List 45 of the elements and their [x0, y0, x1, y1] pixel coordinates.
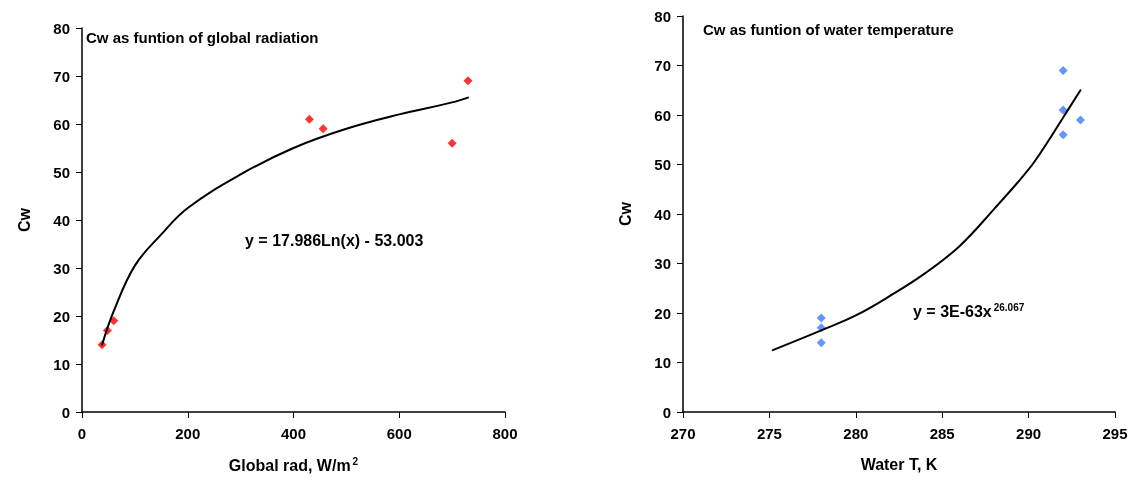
point [1075, 115, 1085, 125]
x-tick-label: 200 [175, 425, 201, 442]
chart-title: Cw as funtion of water temperature [703, 21, 954, 38]
x-tick-label: 280 [843, 425, 869, 442]
point [1058, 130, 1068, 140]
y-tick-label: 40 [53, 211, 70, 229]
x-tick-label: 295 [1102, 425, 1128, 442]
y-tick-label: 80 [53, 19, 70, 37]
y-tick-label: 80 [654, 7, 671, 25]
x-axis-title: Water T, K [860, 455, 938, 473]
x-tick-label: 400 [280, 425, 307, 442]
y-tick-label: 10 [53, 355, 70, 373]
line-series [771, 89, 1082, 352]
y-tick-label: 20 [654, 304, 671, 322]
x-tick-label: 285 [929, 425, 955, 442]
x-tick-label: 600 [386, 425, 412, 442]
y-tick-label: 70 [654, 57, 671, 74]
point [304, 114, 314, 124]
x-tick-label: 275 [756, 425, 782, 442]
y-tick-label: 60 [654, 106, 671, 124]
point [447, 138, 457, 148]
annotation: y = 17.986Ln(x) - 53.003 [245, 231, 424, 249]
y-tick-label: 30 [654, 255, 671, 272]
y-tick-label: 50 [654, 156, 671, 173]
x-tick-label: 800 [492, 425, 518, 442]
point [1058, 65, 1068, 75]
y-tick-label: 0 [662, 403, 671, 421]
point [816, 338, 826, 348]
x-tick-label: 0 [77, 425, 87, 442]
y-tick-label: 10 [654, 354, 671, 371]
x-tick-label: 270 [670, 425, 696, 442]
y-tick-label: 70 [53, 67, 70, 85]
y-tick-label: 50 [53, 163, 70, 181]
y-tick-label: 60 [53, 115, 70, 133]
y-axis-title: Cw [616, 201, 634, 226]
point [318, 124, 328, 134]
point [463, 76, 473, 86]
y-tick-label: 20 [53, 307, 70, 325]
x-tick-label: 290 [1016, 425, 1042, 442]
y-tick-label: 40 [654, 205, 671, 223]
chart-title: Cw as funtion of global radiation [86, 29, 319, 46]
point [816, 313, 826, 323]
y-tick-label: 0 [61, 403, 70, 421]
y-axis-title: Cw [15, 207, 33, 232]
y-tick-label: 30 [53, 259, 70, 277]
